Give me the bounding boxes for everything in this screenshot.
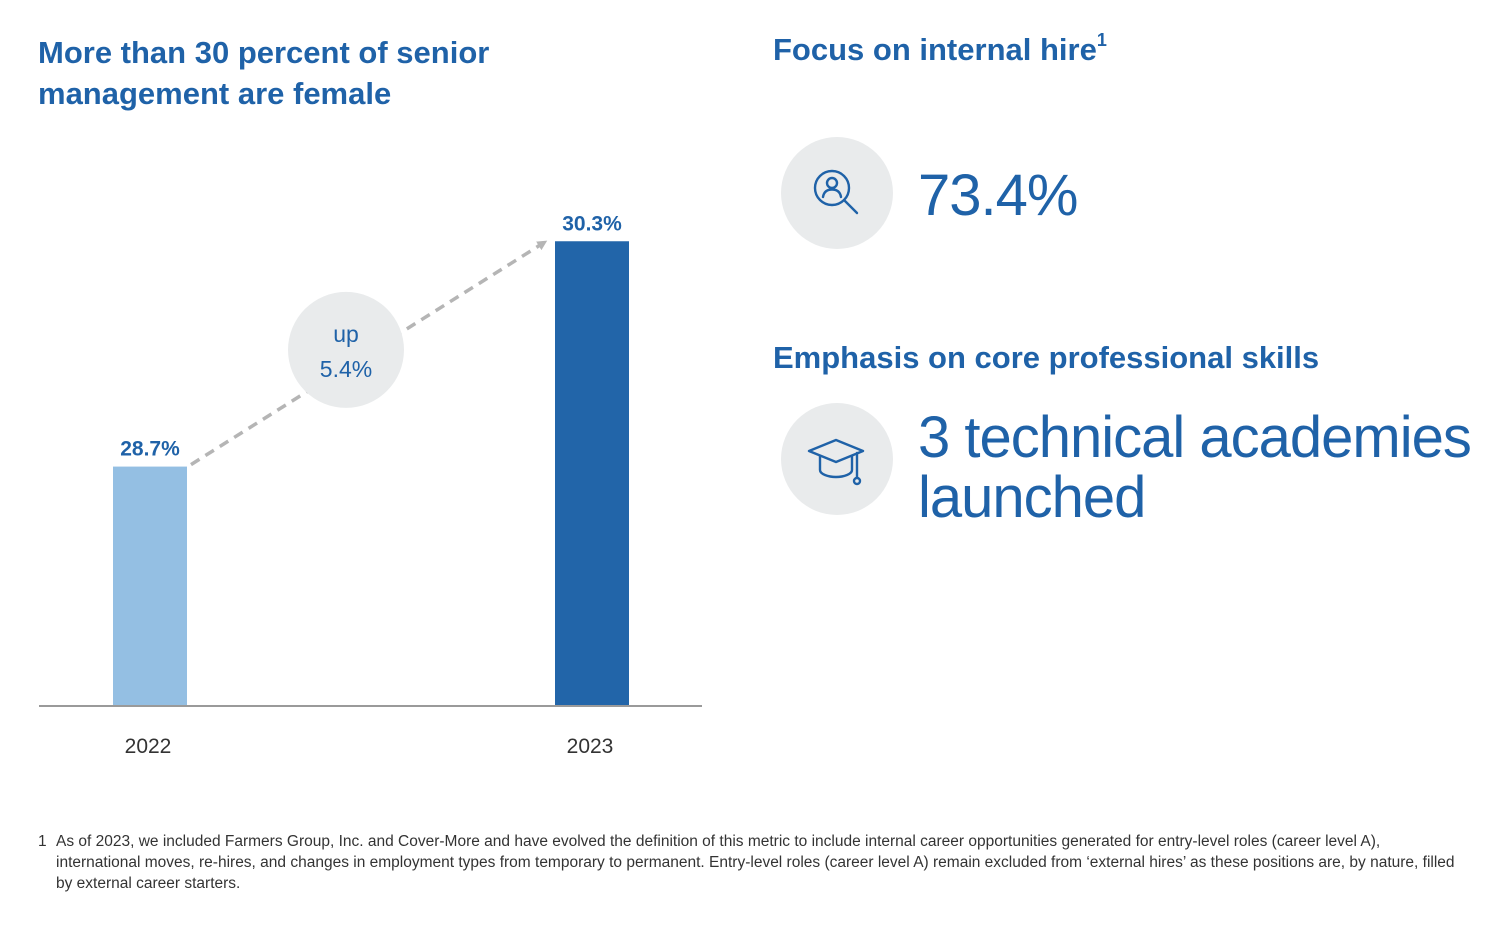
skills-icon-circle [781, 403, 893, 515]
bar-chart: 28.7% 2022 30.3% 2023 up 5.4% [39, 212, 702, 758]
internal-hire-value: 73.4% [918, 163, 1078, 228]
skills-value: 3 technical academies launched [918, 405, 1472, 530]
value-label-2023: 30.3% [562, 212, 622, 235]
growth-annotation-line2: 5.4% [320, 356, 372, 382]
internal-hire-icon-circle [781, 137, 893, 249]
graduation-cap-icon [807, 438, 865, 486]
internal-hire-heading: Focus on internal hire1 [773, 30, 1107, 68]
value-label-2022: 28.7% [120, 438, 180, 461]
footnote-marker: 1 [38, 833, 47, 850]
bar-2023 [555, 241, 629, 706]
skills-value-line2: launched [918, 465, 1146, 530]
person-search-icon [813, 169, 859, 215]
chart-title: More than 30 percent of senior managemen… [38, 35, 490, 111]
skills-value-line1: 3 technical academies [918, 405, 1472, 470]
x-tick-label-2022: 2022 [125, 735, 172, 758]
footnote-text: As of 2023, we included Farmers Group, I… [56, 833, 1455, 892]
bar-2022 [113, 466, 187, 706]
footnote: 1 As of 2023, we included Farmers Group,… [38, 831, 1468, 894]
internal-hire-heading-text: Focus on internal hire [773, 32, 1097, 67]
growth-annotation-line1: up [333, 321, 359, 347]
footnote-reference[interactable]: 1 [1096, 30, 1107, 50]
x-tick-label-2023: 2023 [567, 735, 614, 758]
skills-heading: Emphasis on core professional skills [773, 340, 1320, 375]
growth-annotation-bubble [288, 291, 404, 408]
